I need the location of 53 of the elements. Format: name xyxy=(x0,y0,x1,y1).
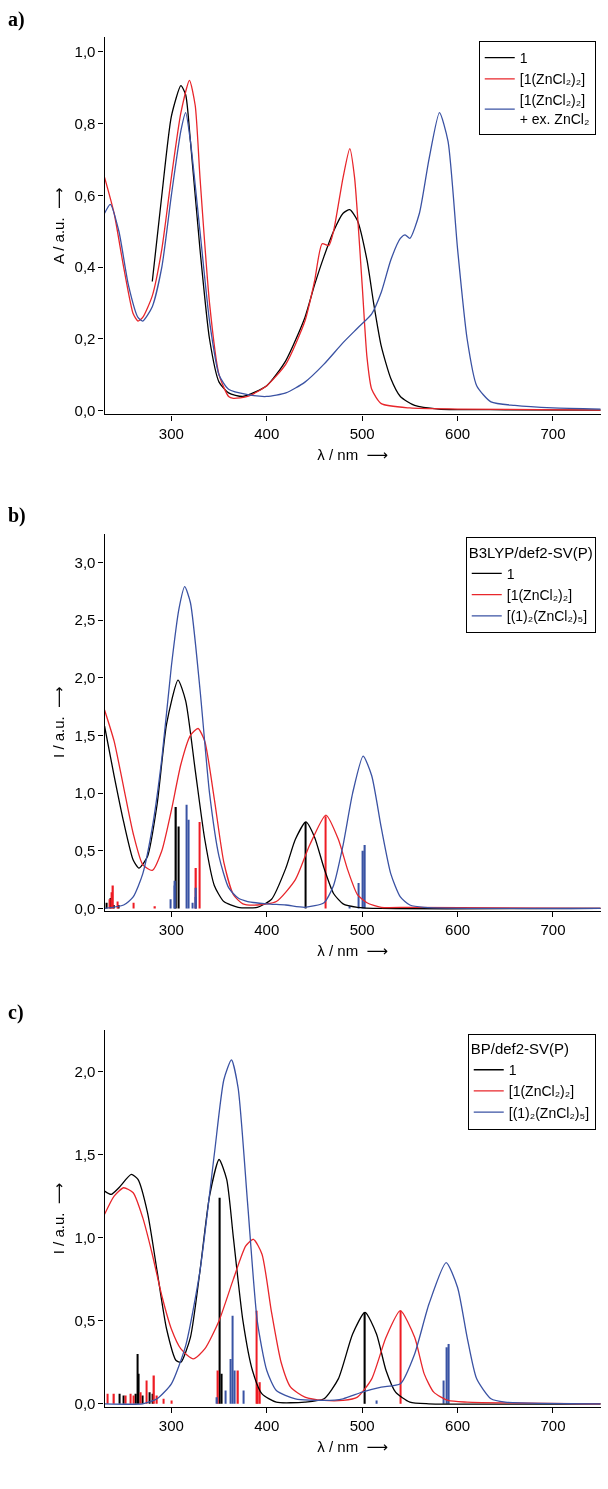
x-tick-label: 400 xyxy=(254,1417,280,1435)
y-tick-label: 2,0 xyxy=(74,1062,96,1080)
chart-title: b) xyxy=(8,504,26,527)
x-axis-title: λ / nm ⟶ xyxy=(317,1438,388,1456)
y-tick-label: 1,5 xyxy=(74,726,96,744)
x-tick-label: 700 xyxy=(540,920,566,938)
x-tick-label: 400 xyxy=(254,920,280,938)
legend-label: [(1)₂(ZnCl₂)₅] xyxy=(508,1104,590,1121)
chart-title: a) xyxy=(8,8,25,31)
x-tick-label: 400 xyxy=(254,424,280,442)
y-axis-title: A / a.u. ⟶ xyxy=(49,187,67,265)
y-tick-label: 0,0 xyxy=(74,402,96,420)
legend-label: 1 xyxy=(508,1062,517,1079)
x-tick-label: 600 xyxy=(445,1417,471,1435)
x-tick-label: 600 xyxy=(445,920,471,938)
y-tick-label: 0,0 xyxy=(74,1395,96,1413)
legend-label: [1(ZnCl₂)₂] + ex. ZnCl₂ xyxy=(519,92,590,127)
x-tick-label: 600 xyxy=(445,424,471,442)
legend-title: BP/def2-SV(P) xyxy=(470,1040,570,1058)
x-tick-label: 500 xyxy=(349,920,375,938)
y-tick-label: 0,0 xyxy=(74,899,96,917)
y-axis-title: I / a.u. ⟶ xyxy=(49,686,67,758)
y-tick-label: 1,5 xyxy=(74,1145,96,1163)
y-axis-title: I / a.u. ⟶ xyxy=(49,1182,67,1255)
legend-label: 1 xyxy=(519,50,528,67)
y-tick-label: 1,0 xyxy=(74,42,96,60)
y-tick-label: 2,5 xyxy=(74,611,96,629)
y-tick-label: 0,8 xyxy=(74,114,96,132)
x-tick-label: 300 xyxy=(158,424,184,442)
x-tick-label: 700 xyxy=(540,1417,566,1435)
x-tick-label: 300 xyxy=(158,1417,184,1435)
chart-title: c) xyxy=(8,1001,24,1024)
legend-label: [1(ZnCl₂)₂] xyxy=(508,1083,575,1100)
y-tick-label: 1,0 xyxy=(74,784,96,802)
y-tick-label: 2,0 xyxy=(74,669,96,686)
x-tick-label: 300 xyxy=(158,920,184,938)
x-axis-title: λ / nm ⟶ xyxy=(317,445,388,463)
legend-label: [1(ZnCl₂)₂] xyxy=(506,587,573,604)
y-tick-label: 3,0 xyxy=(74,553,96,571)
legend-label: [1(ZnCl₂)₂] xyxy=(519,71,586,88)
y-tick-label: 0,2 xyxy=(74,330,96,348)
legend-label: 1 xyxy=(506,565,515,582)
y-tick-label: 0,5 xyxy=(74,842,96,860)
legend-label: [(1)₂(ZnCl₂)₅] xyxy=(506,608,588,625)
legend-title: B3LYP/def2-SV(P) xyxy=(468,543,593,561)
x-tick-label: 500 xyxy=(349,424,375,442)
x-tick-label: 500 xyxy=(349,1417,375,1435)
y-tick-label: 0,6 xyxy=(74,186,96,204)
y-tick-label: 0,5 xyxy=(74,1311,96,1329)
y-tick-label: 0,4 xyxy=(74,258,96,276)
x-tick-label: 700 xyxy=(540,424,566,442)
y-tick-label: 1,0 xyxy=(74,1228,96,1246)
x-axis-title: λ / nm ⟶ xyxy=(317,941,388,959)
